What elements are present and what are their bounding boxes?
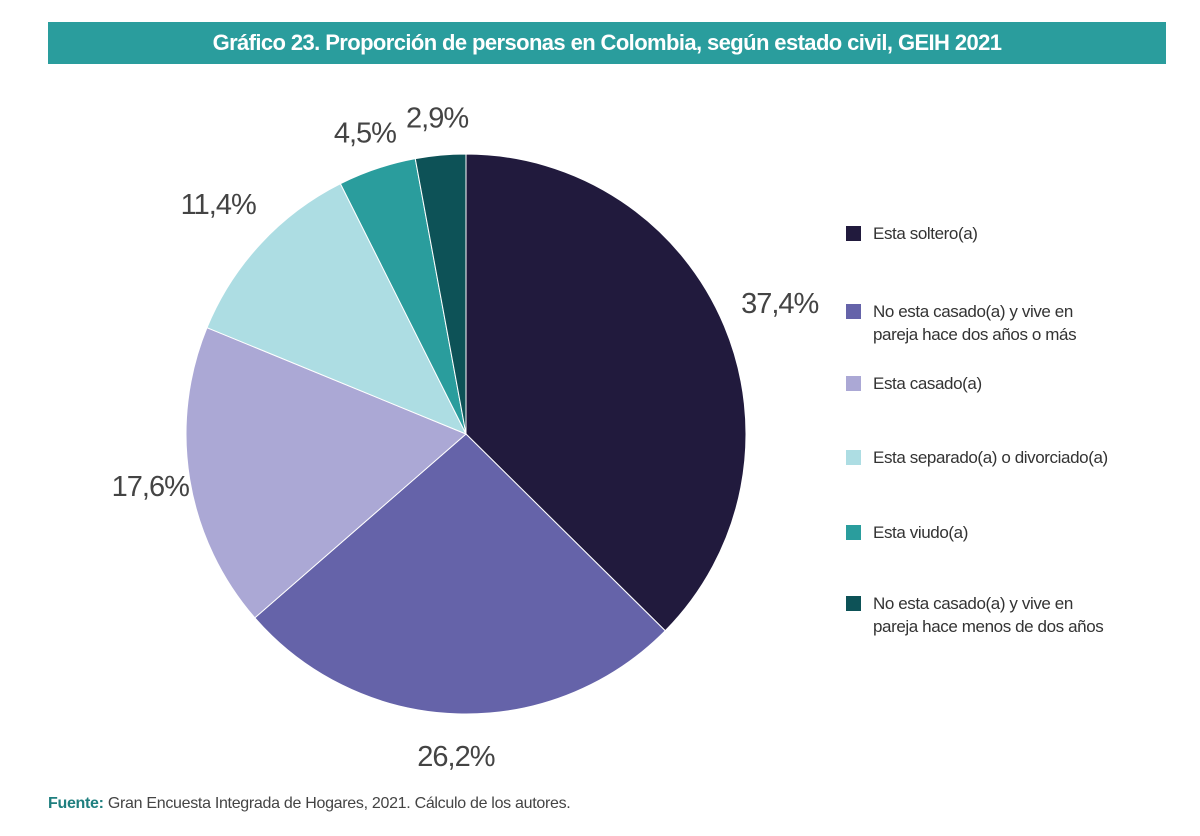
chart-title: Gráfico 23. Proporción de personas en Co… [48,22,1166,64]
pie-slice [254,433,666,715]
legend-item-separado: Esta separado(a) o divorciado(a) [846,446,1146,469]
legend-swatch [846,450,861,465]
source-note: Fuente: Gran Encuesta Integrada de Hogar… [48,795,571,813]
slice-value-label: 17,6% [112,471,189,503]
source-label: Fuente: [48,795,104,812]
slice-value-label: 26,2% [417,741,494,773]
legend-swatch [846,525,861,540]
legend-label: No esta casado(a) y vive en pareja hace … [873,594,1104,636]
pie-slice [185,327,467,619]
legend-label: Esta viudo(a) [873,523,968,542]
source-text: Gran Encuesta Integrada de Hogares, 2021… [107,795,571,812]
pie-labels: 37,4% 26,2% 17,6% 11,4% 4,5% 2,9% [112,102,820,773]
legend-label: No esta casado(a) y vive en pareja hace … [873,302,1077,344]
legend-item-pareja-menos-dos-anos: No esta casado(a) y vive en pareja hace … [846,592,1146,638]
legend-label: Esta soltero(a) [873,224,978,243]
pie-slices [185,153,747,715]
legend-item-viudo: Esta viudo(a) [846,521,1146,544]
legend-item-pareja-dos-anos-o-mas: No esta casado(a) y vive en pareja hace … [846,300,1146,346]
slice-value-label: 11,4% [181,189,256,221]
pie-slice [206,183,468,435]
slice-value-label: 4,5% [334,118,396,150]
legend-swatch [846,596,861,611]
legend-swatch [846,304,861,319]
legend-swatch [846,226,861,241]
pie-slice [465,153,747,632]
legend-item-soltero: Esta soltero(a) [846,222,1146,245]
slice-value-label: 2,9% [406,102,468,134]
slice-value-label: 37,4% [741,288,818,320]
legend-item-casado: Esta casado(a) [846,372,1146,395]
pie-slice [414,153,467,435]
legend-label: Esta separado(a) o divorciado(a) [873,448,1108,467]
legend-swatch [846,376,861,391]
legend-label: Esta casado(a) [873,374,982,393]
